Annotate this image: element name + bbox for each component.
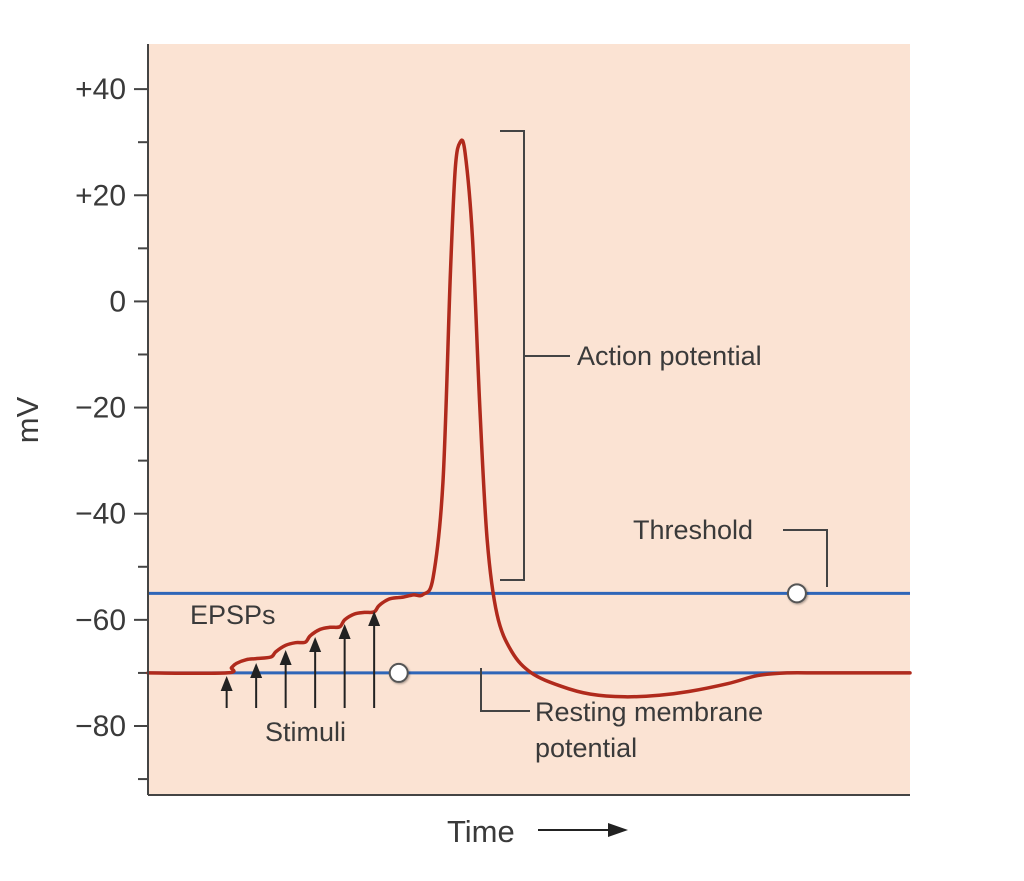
plot-background [148, 44, 910, 795]
resting-leader-line [480, 668, 530, 712]
y-tick-label: 0 [109, 285, 126, 318]
stimuli-label: Stimuli [265, 717, 346, 747]
y-axis-title: mV [10, 396, 45, 443]
resting-label-line2: potential [535, 733, 637, 763]
threshold-marker [786, 583, 807, 604]
stimulus-arrowhead [338, 624, 351, 639]
threshold-leader-line [783, 529, 828, 587]
resting-potential-marker [388, 662, 409, 683]
epsps-label: EPSPs [190, 600, 276, 630]
y-tick-label: −20 [75, 392, 126, 425]
stimuli-arrows [220, 611, 381, 708]
action-potential-label: Action potential [577, 341, 762, 371]
stimulus-arrowhead [250, 663, 263, 678]
y-tick-label: +40 [75, 73, 126, 106]
stimulus-arrowhead [220, 676, 233, 691]
trace-layer [146, 138, 912, 699]
stimulus-arrowhead [368, 611, 381, 626]
y-tick-label: −80 [75, 710, 126, 743]
resting-label-line1: Resting membrane [535, 697, 763, 727]
x-axis-title: Time [447, 814, 515, 849]
action-potential-bracket [500, 130, 570, 581]
x-axis-arrow [538, 823, 628, 837]
membrane-potential-trace [146, 138, 912, 699]
y-tick-label: +20 [75, 179, 126, 212]
stimulus-arrowhead [279, 650, 292, 665]
threshold-label: Threshold [633, 515, 753, 545]
y-tick-label: −60 [75, 604, 126, 637]
reference-markers [388, 583, 807, 683]
stimulus-arrowhead [309, 637, 322, 652]
y-axis-ticks: +40 +20 0 −20 −40 −60 −80 [75, 73, 148, 781]
y-tick-label: −40 [75, 498, 126, 531]
